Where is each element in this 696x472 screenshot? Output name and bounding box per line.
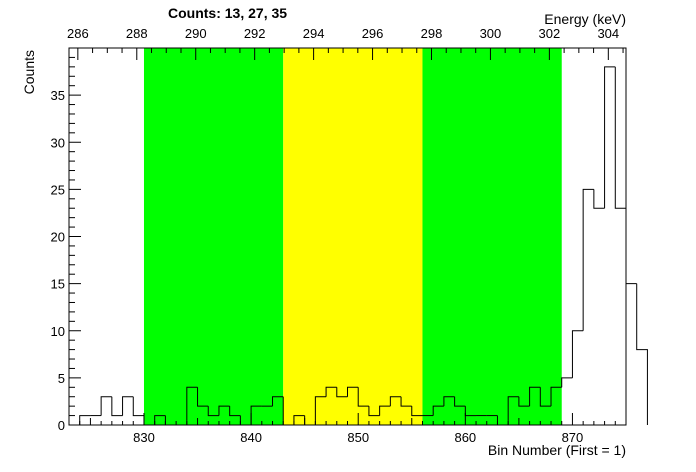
histogram-bin — [100, 396, 112, 416]
histogram-bin — [550, 386, 562, 407]
histogram-bin — [411, 406, 423, 417]
histogram-bin — [561, 377, 573, 388]
region-band-2 — [283, 48, 423, 425]
histogram-bin — [336, 387, 348, 398]
histogram-bin — [571, 330, 584, 378]
top-axis-title: Energy (keV) — [544, 11, 626, 27]
y-tick-label: 25 — [51, 182, 65, 197]
histogram-bin — [368, 406, 380, 417]
histogram-bin — [507, 396, 519, 425]
histogram-bin — [272, 396, 284, 407]
y-axis-title: Counts — [21, 50, 37, 94]
histogram-bin — [229, 406, 241, 417]
histogram-bin — [79, 415, 91, 425]
histogram-bin — [625, 208, 637, 285]
histogram-bin — [357, 387, 369, 407]
histogram-bin — [539, 387, 552, 407]
histogram-bin — [197, 387, 209, 407]
top-tick-label: 294 — [303, 26, 325, 41]
histogram-bin — [529, 386, 541, 407]
x-tick-label: 850 — [347, 430, 369, 445]
x-tick-label: 870 — [562, 430, 584, 445]
histogram-bin — [379, 405, 391, 416]
histogram-bin — [389, 396, 402, 407]
y-tick-label: 10 — [51, 324, 65, 339]
y-tick-label: 20 — [51, 230, 65, 245]
histogram-bin — [604, 66, 616, 209]
histogram-bin — [454, 396, 466, 407]
top-tick-label: 288 — [126, 26, 148, 41]
x-tick-label: 860 — [454, 430, 476, 445]
y-tick-label: 30 — [51, 135, 65, 150]
region-band-1 — [143, 48, 284, 425]
top-tick-label: 296 — [362, 26, 384, 41]
top-tick-label: 286 — [67, 26, 89, 41]
chart-title: Counts: 13, 27, 35 — [168, 5, 287, 21]
top-tick-label: 304 — [597, 26, 619, 41]
x-tick-label: 830 — [133, 430, 155, 445]
histogram-bin — [593, 189, 605, 209]
top-tick-label: 292 — [244, 26, 266, 41]
histogram-bin — [111, 396, 123, 417]
histogram-bin — [347, 386, 359, 397]
axis-ticks — [68, 47, 627, 426]
histogram-bin — [636, 283, 648, 425]
region-bands — [143, 48, 562, 425]
x-tick-label: 840 — [240, 430, 262, 445]
y-tick-label: 5 — [58, 371, 65, 386]
histogram-bin — [132, 396, 144, 417]
top-tick-label: 290 — [185, 26, 207, 41]
histogram-bin — [186, 386, 198, 425]
histogram-bin — [443, 396, 455, 407]
x-axis-title: Bin Number (First = 1) — [488, 442, 626, 458]
axis-tick-labels: 830 840 850 860 870 0 5 10 15 20 25 30 35 286 288 290 29… — [51, 26, 620, 445]
top-tick-label: 298 — [421, 26, 443, 41]
histogram-bin — [207, 406, 219, 417]
histogram-bin — [218, 405, 230, 416]
histogram-bin — [314, 396, 327, 425]
histogram-bin — [400, 396, 412, 407]
histogram-bin — [614, 66, 626, 209]
top-tick-label: 302 — [539, 26, 561, 41]
histogram-bin — [582, 188, 594, 331]
y-tick-label: 35 — [51, 88, 65, 103]
y-tick-label: 15 — [51, 277, 65, 292]
histogram-bin — [325, 386, 337, 397]
histogram-bin — [122, 396, 134, 416]
y-tick-label: 0 — [58, 418, 65, 433]
region-band-3 — [422, 48, 562, 425]
histogram-bin — [518, 396, 530, 407]
histogram-bin — [432, 405, 444, 416]
top-tick-label: 300 — [480, 26, 502, 41]
